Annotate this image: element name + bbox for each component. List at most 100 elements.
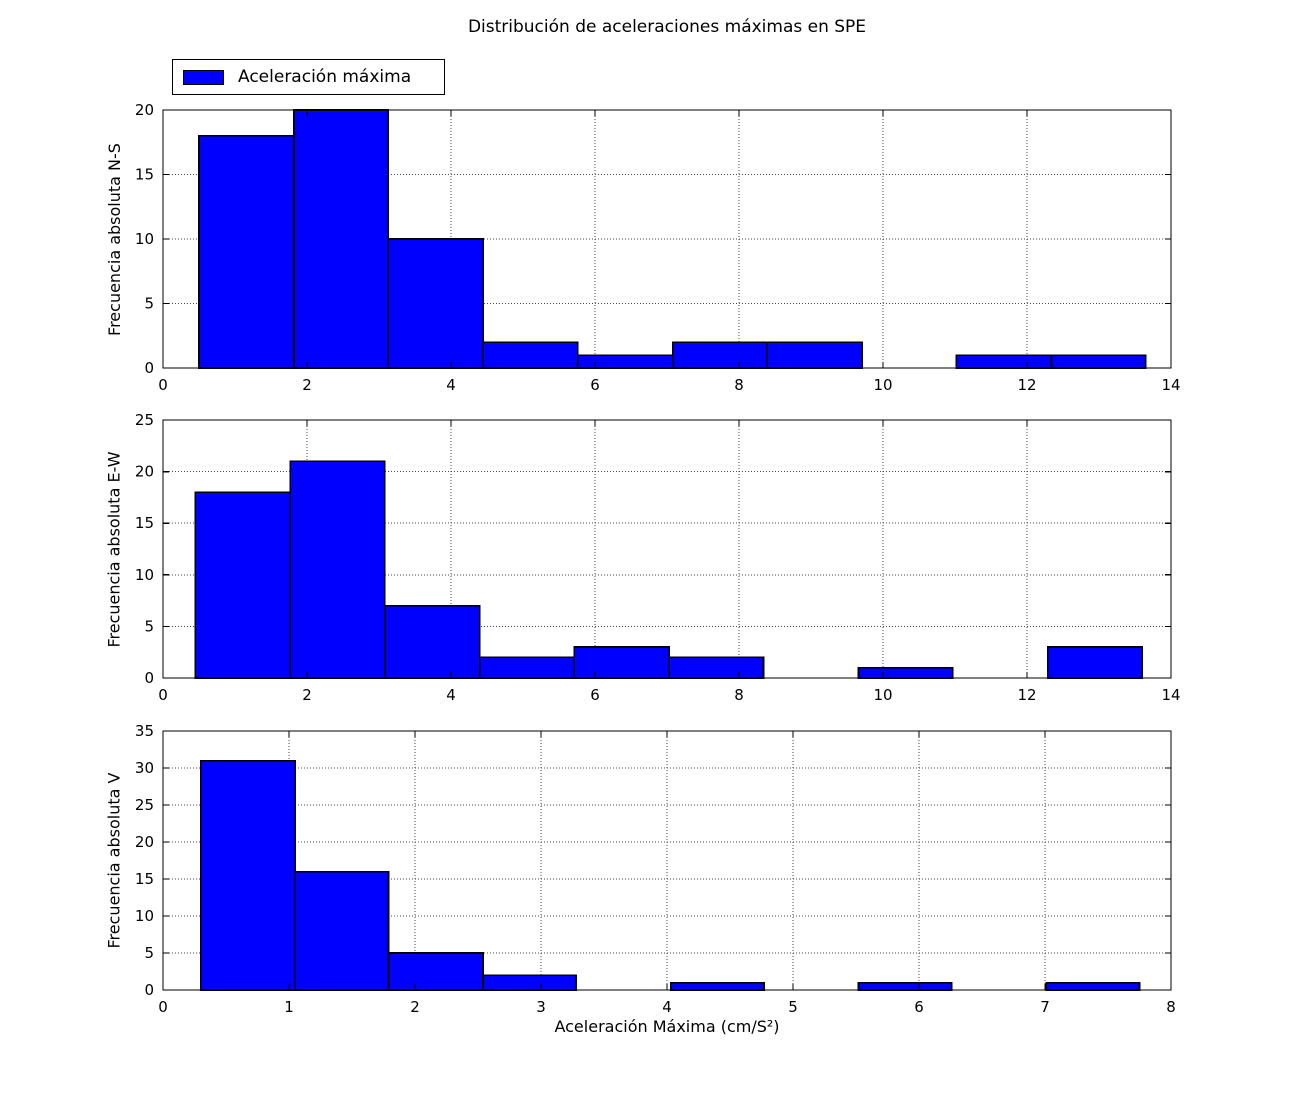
y-tick-label: 10 (135, 907, 154, 925)
x-tick-label: 10 (873, 376, 892, 394)
x-tick-label: 0 (158, 998, 168, 1016)
x-tick-labels: 0 2 4 6 8 10 12 14 (158, 686, 1180, 704)
x-tick-label: 12 (1017, 686, 1036, 704)
x-tick-label: 10 (873, 686, 892, 704)
x-tick-label: 14 (1161, 376, 1180, 394)
y-tick-label: 20 (135, 101, 154, 119)
bar (669, 981, 765, 991)
histogram-ew: 0 2 4 6 8 10 12 14 0 5 10 15 20 25 (135, 411, 1181, 704)
bar (199, 759, 297, 991)
y-axis-label-ns: Frecuencia absoluta N-S (104, 142, 124, 336)
tick-marks (162, 109, 1172, 369)
y-tick-label: 15 (135, 166, 154, 184)
y-tick-label: 15 (135, 514, 154, 532)
bar (387, 238, 485, 369)
x-tick-label: 4 (446, 686, 456, 704)
x-tick-label: 7 (1040, 998, 1050, 1016)
x-tick-label: 4 (446, 376, 456, 394)
legend-label: Aceleración máxima (238, 67, 412, 87)
bar (766, 341, 863, 369)
y-axis-label-ew-wrap: Frecuencia absoluta E-W (96, 420, 132, 678)
x-tick-label: 2 (302, 686, 312, 704)
bar (1047, 646, 1144, 679)
y-axis-label-v: Frecuencia absoluta V (104, 772, 124, 949)
bar (387, 952, 484, 991)
bar (668, 656, 765, 679)
tick-marks (162, 419, 1172, 679)
bar (1050, 354, 1147, 369)
x-tick-labels: 0 1 2 3 4 5 6 7 8 (158, 998, 1176, 1016)
y-tick-label: 10 (135, 566, 154, 584)
plot-area: 0 2 4 6 8 10 12 14 0 5 10 15 20 25 (135, 411, 1181, 704)
y-tick-label: 30 (135, 759, 154, 777)
histogram-v: 0 1 2 3 4 5 6 7 8 0 5 10 15 20 25 30 35 (135, 722, 1176, 1016)
histogram-ns: 0 2 4 6 8 10 12 14 0 5 10 15 20 (135, 101, 1181, 394)
bar (482, 974, 578, 991)
x-tick-label: 8 (734, 686, 744, 704)
bar (573, 646, 670, 679)
y-tick-labels: 0 5 10 15 20 25 30 35 (135, 722, 154, 999)
x-tick-label: 0 (158, 686, 168, 704)
bars (199, 759, 1141, 991)
bar (194, 491, 292, 679)
x-tick-label: 14 (1161, 686, 1180, 704)
x-tick-label: 2 (410, 998, 420, 1016)
x-tick-label: 8 (734, 376, 744, 394)
bar (857, 666, 954, 679)
figure-title: Distribución de aceleraciones máximas en… (467, 17, 867, 37)
y-tick-label: 20 (135, 833, 154, 851)
y-tick-label: 10 (135, 230, 154, 248)
grid-lines (163, 731, 1171, 990)
y-axis-label-v-wrap: Frecuencia absoluta V (96, 731, 132, 990)
bar (576, 354, 674, 369)
x-tick-label: 12 (1017, 376, 1036, 394)
bar (198, 134, 295, 369)
x-tick-label: 0 (158, 376, 168, 394)
x-tick-label: 5 (788, 998, 798, 1016)
bar (294, 870, 390, 991)
bar (857, 981, 953, 991)
y-tick-label: 0 (144, 981, 154, 999)
y-tick-label: 0 (144, 669, 154, 687)
y-axis-label-ew: Frecuencia absoluta E-W (104, 450, 124, 648)
x-tick-label: 1 (284, 998, 294, 1016)
bar (383, 604, 481, 679)
legend: Aceleración máxima (172, 59, 445, 95)
x-tick-label: 6 (590, 686, 600, 704)
x-axis-label: Aceleración Máxima (cm/S²) (554, 1017, 780, 1036)
plot-area: 0 1 2 3 4 5 6 7 8 0 5 10 15 20 25 30 35 (135, 722, 1176, 1016)
x-tick-label: 3 (536, 998, 546, 1016)
y-tick-labels: 0 5 10 15 20 25 (135, 411, 154, 687)
y-tick-label: 20 (135, 463, 154, 481)
bars (198, 109, 1147, 369)
bar (671, 341, 768, 369)
y-tick-labels: 0 5 10 15 20 (135, 101, 154, 377)
y-tick-label: 5 (144, 295, 154, 313)
x-tick-label: 6 (590, 376, 600, 394)
bar (478, 656, 575, 679)
y-tick-label: 35 (135, 722, 154, 740)
y-tick-label: 25 (135, 796, 154, 814)
x-tick-label: 8 (1166, 998, 1176, 1016)
bar (482, 341, 579, 369)
x-tick-label: 6 (914, 998, 924, 1016)
bar (955, 354, 1053, 369)
axes-frame (162, 419, 1172, 679)
x-tick-label: 2 (302, 376, 312, 394)
bar (1045, 981, 1141, 991)
y-tick-label: 25 (135, 411, 154, 429)
x-tick-label: 4 (662, 998, 672, 1016)
bar (293, 109, 390, 369)
bar (289, 460, 386, 679)
bars (194, 460, 1144, 679)
y-tick-label: 5 (144, 944, 154, 962)
y-tick-label: 15 (135, 870, 154, 888)
legend-swatch (183, 69, 224, 85)
x-tick-labels: 0 2 4 6 8 10 12 14 (158, 376, 1180, 394)
y-axis-label-ns-wrap: Frecuencia absoluta N-S (96, 110, 132, 368)
tick-marks (162, 730, 1172, 991)
y-tick-label: 5 (144, 617, 154, 635)
plot-area: 0 2 4 6 8 10 12 14 0 5 10 15 20 (135, 101, 1181, 394)
y-tick-label: 0 (144, 359, 154, 377)
